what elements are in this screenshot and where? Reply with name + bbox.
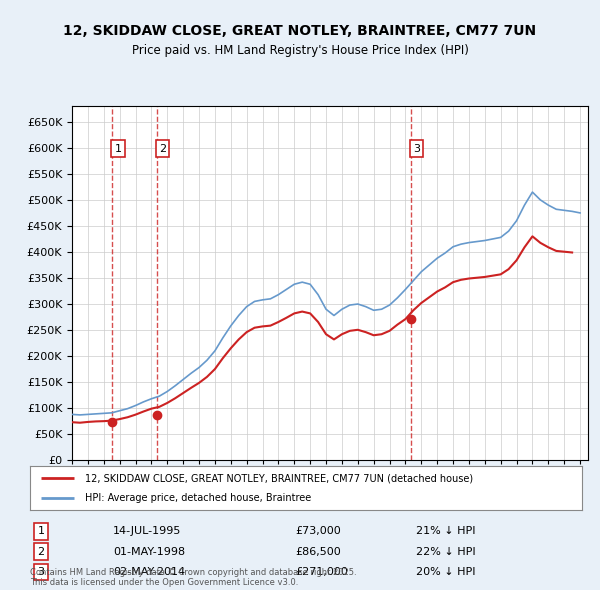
Text: £73,000: £73,000 [295,526,341,536]
Text: Contains HM Land Registry data © Crown copyright and database right 2025.
This d: Contains HM Land Registry data © Crown c… [30,568,356,587]
Text: 3: 3 [413,144,420,153]
Text: 2: 2 [37,546,44,556]
Text: 22% ↓ HPI: 22% ↓ HPI [416,546,476,556]
Text: 01-MAY-1998: 01-MAY-1998 [113,546,185,556]
Text: 1: 1 [38,526,44,536]
Text: 1: 1 [115,144,122,153]
Text: £86,500: £86,500 [295,546,341,556]
Text: 12, SKIDDAW CLOSE, GREAT NOTLEY, BRAINTREE, CM77 7UN (detached house): 12, SKIDDAW CLOSE, GREAT NOTLEY, BRAINTR… [85,474,473,483]
Text: £271,000: £271,000 [295,567,348,577]
Text: 20% ↓ HPI: 20% ↓ HPI [416,567,476,577]
Text: 12, SKIDDAW CLOSE, GREAT NOTLEY, BRAINTREE, CM77 7UN: 12, SKIDDAW CLOSE, GREAT NOTLEY, BRAINTR… [64,24,536,38]
Text: 02-MAY-2014: 02-MAY-2014 [113,567,185,577]
Text: Price paid vs. HM Land Registry's House Price Index (HPI): Price paid vs. HM Land Registry's House … [131,44,469,57]
Text: 14-JUL-1995: 14-JUL-1995 [113,526,181,536]
Text: 21% ↓ HPI: 21% ↓ HPI [416,526,476,536]
Text: HPI: Average price, detached house, Braintree: HPI: Average price, detached house, Brai… [85,493,311,503]
Text: 3: 3 [38,567,44,577]
Text: 2: 2 [159,144,166,153]
